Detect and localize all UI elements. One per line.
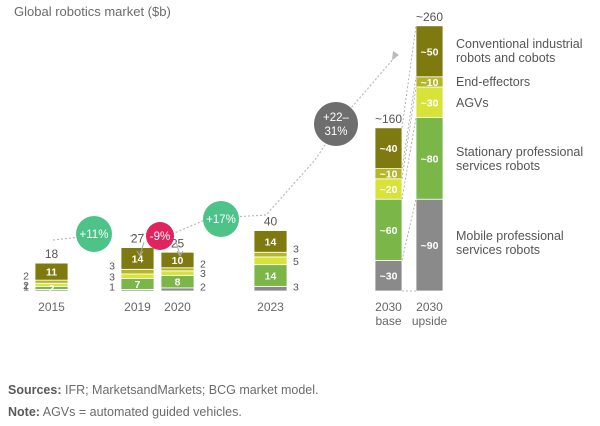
segment-label: 2: [200, 258, 206, 270]
segment-label: 3: [293, 282, 299, 294]
legend-label: Mobile professional: [456, 229, 564, 243]
arrow-2020: [175, 241, 184, 257]
chart-title: Global robotics market ($b): [14, 4, 171, 19]
bar-conventional-industrial-robots-and-cobots-0: [34, 262, 69, 281]
bar-agvs-3: [253, 256, 288, 266]
growth-rate-bubble: [314, 102, 358, 146]
segment-label: 3: [293, 244, 299, 256]
segment-label: 14: [132, 253, 144, 265]
segment-label: 2: [49, 283, 55, 295]
segment-label: 1: [23, 282, 29, 294]
segment-label: 2: [23, 271, 29, 283]
segment-label: ~20: [380, 184, 398, 196]
bar-total-label: ~160: [375, 112, 402, 126]
connector-line-2: [401, 86, 417, 179]
legend-label: services robots: [456, 243, 540, 257]
category-label: 2030: [416, 300, 443, 314]
bar-end-effectors-3: [253, 251, 288, 258]
connector-line-1: [401, 117, 417, 200]
segment-label: 2: [200, 282, 206, 294]
legend-label: AGVs: [456, 96, 489, 110]
segment-label: 3: [109, 271, 115, 283]
growth-rate-label: +22–: [323, 112, 350, 124]
bar-mobile-professional-services-robots-3: [253, 285, 288, 292]
segment-label: ~80: [421, 153, 439, 165]
segment-label: ~90: [421, 240, 439, 252]
segment-label: ~10: [380, 169, 398, 181]
legend-label: End-effectors: [456, 75, 530, 89]
sources-note: Sources: IFR; MarketsandMarkets; BCG mar…: [8, 383, 319, 397]
bar-conventional-industrial-robots-and-cobots-5: [415, 25, 444, 78]
legend-label: Stationary professional: [456, 145, 583, 159]
category-label: 2023: [257, 300, 284, 314]
growth-rate-bubble: [146, 222, 174, 250]
note-label: Note:: [8, 405, 40, 419]
bar-total-label: 18: [45, 247, 59, 261]
segment-label: ~60: [380, 225, 398, 237]
bar-end-effectors-1: [120, 268, 155, 275]
segment-label: 3: [109, 261, 115, 273]
bar-stationary-professional-services-robots-5: [415, 117, 444, 200]
category-label: 2030: [375, 300, 402, 314]
growth-rate-label: +11%: [80, 229, 109, 241]
category-label: 2019: [124, 300, 151, 314]
legend-label: robots and cobots: [456, 51, 555, 65]
segment-label: 10: [172, 255, 184, 267]
connector-line-0: [401, 199, 417, 261]
bar-conventional-industrial-robots-and-cobots-1: [120, 247, 155, 270]
growth-trend-arrowhead: [392, 51, 399, 60]
bar-agvs-1: [120, 273, 155, 280]
category-label: base: [375, 314, 401, 328]
category-label: upside: [412, 314, 448, 328]
abbreviation-note: Note: AGVs = automated guided vehicles.: [8, 405, 242, 419]
segment-label: 14: [265, 271, 277, 283]
segment-label: 11: [46, 267, 57, 279]
segment-label: 14: [265, 236, 277, 248]
bar-agvs-5: [415, 86, 444, 119]
segment-label: 5: [293, 256, 299, 268]
segment-label: 7: [135, 279, 141, 291]
bar-conventional-industrial-robots-and-cobots-4: [374, 127, 403, 170]
segment-label: ~30: [380, 271, 398, 283]
segment-label: ~10: [421, 77, 439, 89]
bar-total-label: 27: [131, 232, 145, 246]
category-label: 2020: [164, 300, 191, 314]
bar-total-label: 25: [171, 236, 185, 250]
note-text: AGVs = automated guided vehicles.: [39, 405, 242, 419]
growth-rate-bubble: [76, 216, 112, 252]
bar-end-effectors-2: [160, 267, 195, 272]
bar-agvs-2: [160, 270, 195, 276]
connector-line-3: [401, 76, 417, 169]
growth-rate-label: -9%: [150, 231, 170, 243]
growth-rate-bubble: [203, 201, 239, 237]
segment-label: 3: [200, 268, 206, 280]
bar-conventional-industrial-robots-and-cobots-3: [253, 230, 288, 253]
segment-label: ~50: [421, 46, 439, 58]
sources-label: Sources:: [8, 383, 62, 397]
bar-total-label: ~260: [416, 10, 443, 24]
legend-label: services robots: [456, 159, 540, 173]
sources-text: IFR; MarketsandMarkets; BCG market model…: [61, 383, 319, 397]
segment-label: 8: [175, 277, 181, 289]
arrow-2019: [136, 241, 145, 257]
legend-label: Conventional industrial: [456, 37, 582, 51]
growth-rate-label: 31%: [324, 126, 347, 138]
segment-label: 1: [109, 282, 115, 294]
bar-total-label: 40: [264, 215, 278, 229]
robotics-market-chart: Global robotics market ($b)1 222 111 733142…: [14, 4, 583, 328]
segment-label: ~40: [380, 143, 398, 155]
segment-label: ~30: [421, 97, 439, 109]
category-label: 2015: [38, 300, 65, 314]
connector-line-4: [401, 25, 417, 128]
segment-label: 2: [23, 280, 29, 292]
bar-mobile-professional-services-robots-5: [415, 198, 444, 292]
growth-rate-label: +17%: [206, 214, 236, 226]
